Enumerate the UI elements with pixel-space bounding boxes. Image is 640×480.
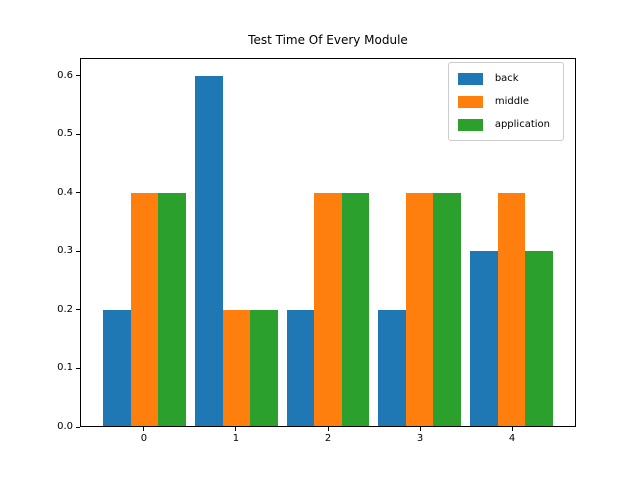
y-tick-mark-0.6	[76, 75, 80, 77]
x-tick-label-1: 1	[232, 433, 240, 444]
legend-swatch-middle	[457, 95, 483, 108]
legend-item-back: back	[457, 67, 554, 90]
y-tick-label-0.1: 0.1	[57, 362, 73, 374]
bar-back-4	[470, 251, 498, 426]
bar-application-2	[341, 192, 370, 426]
bar-back-0	[103, 309, 131, 426]
bar-middle-3	[405, 192, 434, 426]
x-tick-mark-1	[235, 427, 237, 431]
x-tick-mark-4	[511, 427, 513, 431]
y-tick-mark-0.0	[76, 426, 80, 428]
y-tick-label-0.5: 0.5	[57, 128, 73, 140]
bar-middle-4	[497, 192, 526, 426]
y-tick-mark-0.4	[76, 192, 80, 194]
bar-back-3	[378, 309, 406, 426]
x-tick-label-4: 4	[508, 433, 516, 444]
bar-middle-2	[314, 192, 342, 426]
legend-swatch-back	[457, 72, 483, 85]
bar-application-0	[158, 192, 186, 426]
y-tick-mark-0.1	[76, 367, 80, 369]
x-tick-label-0: 0	[140, 433, 148, 444]
legend-item-middle: middle	[457, 90, 554, 113]
bars-layer	[81, 59, 575, 426]
y-tick-mark-0.5	[76, 133, 80, 135]
y-tick-mark-0.2	[76, 309, 80, 311]
bar-middle-1	[222, 309, 251, 426]
legend-label-application: application	[494, 118, 550, 130]
bar-back-2	[286, 309, 315, 426]
bar-application-3	[433, 192, 461, 426]
bar-middle-0	[130, 192, 159, 426]
x-tick-label-2: 2	[324, 433, 332, 444]
y-tick-label-0.4: 0.4	[57, 186, 73, 198]
legend-label-middle: middle	[494, 95, 529, 107]
legend: back middle application	[447, 62, 564, 141]
y-tick-label-0.2: 0.2	[57, 303, 73, 315]
y-tick-mark-0.3	[76, 250, 80, 252]
bar-back-1	[195, 76, 223, 426]
y-tick-label-0.3: 0.3	[57, 245, 73, 257]
bar-application-4	[525, 251, 553, 426]
legend-swatch-application	[457, 118, 483, 131]
x-tick-label-3: 3	[416, 433, 424, 444]
plot-area: back middle application	[80, 58, 576, 427]
y-tick-label-0.0: 0.0	[57, 421, 73, 432]
chart-title: Test Time Of Every Module	[248, 33, 408, 47]
bar-application-1	[250, 309, 278, 426]
x-tick-mark-2	[327, 427, 329, 431]
legend-label-back: back	[494, 72, 519, 84]
y-tick-label-0.6: 0.6	[57, 69, 73, 81]
x-tick-mark-0	[143, 427, 145, 431]
x-tick-mark-3	[419, 427, 421, 431]
legend-item-application: application	[457, 113, 554, 136]
